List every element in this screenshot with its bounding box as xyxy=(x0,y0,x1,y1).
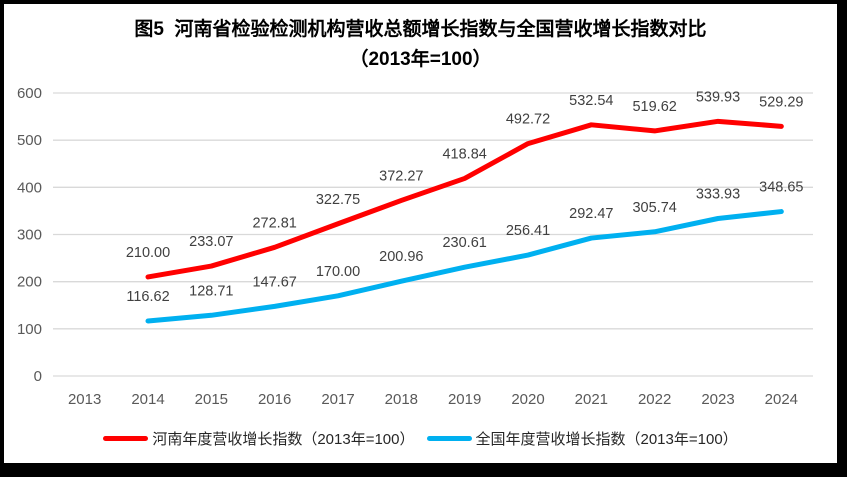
x-axis-label: 2020 xyxy=(511,391,544,408)
y-axis-label: 500 xyxy=(17,132,42,149)
x-axis-label: 2015 xyxy=(195,391,228,408)
legend-label-1: 全国年度营收增长指数（2013年=100） xyxy=(475,431,738,448)
chart-title-line-2: （2013年=100） xyxy=(349,49,492,70)
legend-line-swatch-1 xyxy=(426,436,472,441)
data-label: 348.65 xyxy=(759,180,803,196)
data-label: 256.41 xyxy=(506,223,550,239)
legend-item-1: 全国年度营收增长指数（2013年=100） xyxy=(426,428,738,449)
y-axis-label: 400 xyxy=(17,179,42,196)
data-label: 418.84 xyxy=(442,146,486,162)
x-axis-label: 2014 xyxy=(131,391,164,408)
data-label: 529.29 xyxy=(759,94,803,110)
chart-canvas: 图5 河南省检验检测机构营收总额增长指数与全国营收增长指数对比 （2013年=1… xyxy=(4,4,837,463)
x-axis-label: 2018 xyxy=(385,391,418,408)
data-label: 233.07 xyxy=(189,234,233,250)
x-axis-label: 2013 xyxy=(68,391,101,408)
y-axis-label: 300 xyxy=(17,227,42,244)
plot-area: 0 100 200 300 400 500 600 2013 2014 2015 2016 2017 2… xyxy=(17,85,813,408)
x-axis-label: 2021 xyxy=(575,391,608,408)
series-line-0 xyxy=(145,118,784,280)
y-axis-label: 200 xyxy=(17,274,42,291)
y-axis-label: 0 xyxy=(34,368,42,385)
data-label: 322.75 xyxy=(316,192,360,208)
legend-line-swatch-0 xyxy=(103,436,149,441)
data-label: 539.93 xyxy=(696,89,740,105)
legend: 河南年度营收增长指数（2013年=100） 全国年度营收增长指数（2013年=10… xyxy=(4,428,837,449)
data-label: 305.74 xyxy=(632,200,676,216)
data-label: 170.00 xyxy=(316,264,360,280)
data-label: 210.00 xyxy=(126,245,170,261)
x-axis-label: 2023 xyxy=(701,391,734,408)
data-label: 292.47 xyxy=(569,206,613,222)
data-label: 200.96 xyxy=(379,249,423,265)
series-line-1 xyxy=(145,209,784,324)
data-label: 532.54 xyxy=(569,93,613,109)
legend-label-0: 河南年度营收增长指数（2013年=100） xyxy=(152,431,415,448)
data-label: 230.61 xyxy=(442,235,486,251)
x-axis-label: 2017 xyxy=(321,391,354,408)
data-label: 272.81 xyxy=(252,215,296,231)
data-label: 372.27 xyxy=(379,168,423,184)
data-label: 519.62 xyxy=(632,99,676,115)
data-label: 333.93 xyxy=(696,186,740,202)
data-label: 116.62 xyxy=(126,289,169,305)
data-label: 147.67 xyxy=(252,274,296,290)
legend-item-0: 河南年度营收增长指数（2013年=100） xyxy=(103,428,415,449)
x-axis-label: 2024 xyxy=(765,391,798,408)
y-axis-label: 600 xyxy=(17,85,42,102)
x-axis-label: 2016 xyxy=(258,391,291,408)
x-axis-label: 2022 xyxy=(638,391,671,408)
chart-title: 图5 河南省检验检测机构营收总额增长指数与全国营收增长指数对比 （2013年=1… xyxy=(4,15,837,75)
y-axis-label: 100 xyxy=(17,321,42,338)
chart-title-line-1: 图5 河南省检验检测机构营收总额增长指数与全国营收增长指数对比 xyxy=(134,19,707,40)
data-label: 128.71 xyxy=(189,283,233,299)
x-axis-label: 2019 xyxy=(448,391,481,408)
data-label: 492.72 xyxy=(506,112,550,128)
